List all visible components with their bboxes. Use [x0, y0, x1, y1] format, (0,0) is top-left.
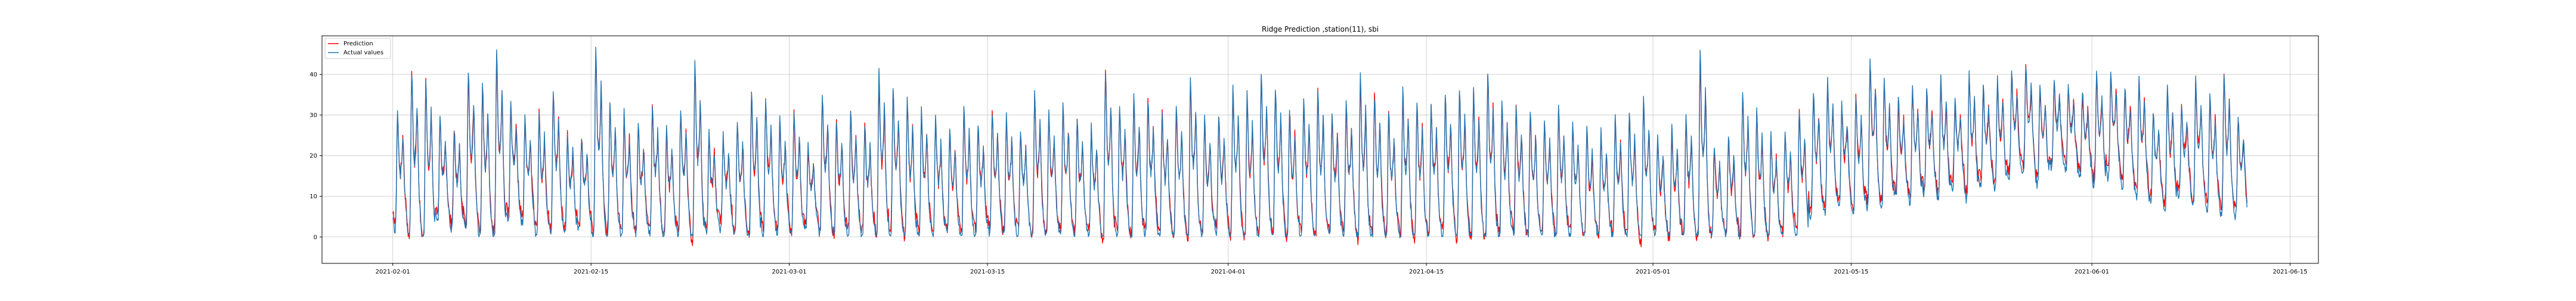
x-tick-label: 2021-06-01	[2075, 269, 2109, 275]
legend-box	[324, 38, 391, 59]
x-tick-label: 2021-04-01	[1211, 269, 1246, 275]
x-tick-label: 2021-04-15	[1409, 269, 1444, 275]
legend-label-actual-values: Actual values	[343, 50, 383, 56]
y-tick-label: 40	[309, 72, 317, 78]
x-tick-label: 2021-03-01	[772, 269, 807, 275]
series-lines	[392, 47, 2247, 247]
axes-frame	[321, 35, 2319, 264]
y-tick-label: 20	[309, 153, 317, 159]
x-tick-label: 2021-02-15	[574, 269, 608, 275]
chart-title: Ridge Prediction ,station(11), sbi	[1262, 25, 1379, 33]
x-tick-label: 2021-02-01	[376, 269, 410, 275]
series-line-actual-values	[392, 47, 2247, 238]
grid-lines	[322, 36, 2318, 263]
y-tick-label: 30	[309, 112, 317, 119]
x-tick-label: 2021-06-15	[2272, 269, 2307, 275]
y-tick-label: 0	[314, 234, 317, 241]
legend-label-prediction: Prediction	[343, 41, 373, 47]
x-tick-label: 2021-03-15	[970, 269, 1005, 275]
x-tick-label: 2021-05-01	[1636, 269, 1670, 275]
x-axis: 2021-02-01 2021-02-15 2021-03-01 2021-03-15…	[376, 263, 2308, 275]
y-axis: 0 10 20 30 40	[309, 72, 322, 241]
y-tick-label: 10	[309, 194, 317, 200]
x-tick-label: 2021-05-15	[1834, 269, 1868, 275]
legend: Prediction Actual values	[324, 38, 391, 59]
